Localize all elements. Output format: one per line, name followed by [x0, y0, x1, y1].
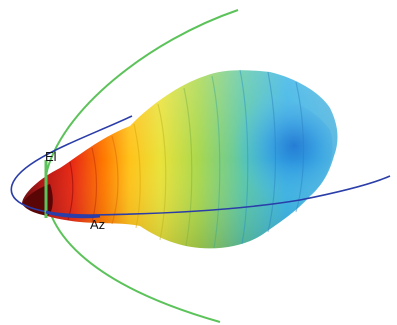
ridge: [133, 123, 141, 229]
pattern-surface: [22, 69, 338, 249]
ridge: [211, 75, 221, 249]
azimuth-axis-marker: [45, 210, 101, 219]
azimuth-cut-curve: [10, 115, 391, 216]
ridge: [157, 103, 167, 241]
ridge: [111, 135, 119, 225]
pattern-highlight: [22, 70, 338, 249]
elevation-label: El: [45, 149, 57, 164]
ridge: [183, 87, 193, 247]
azimuth-label: Az: [90, 217, 106, 232]
ridge: [267, 71, 277, 233]
ridge: [239, 69, 249, 245]
